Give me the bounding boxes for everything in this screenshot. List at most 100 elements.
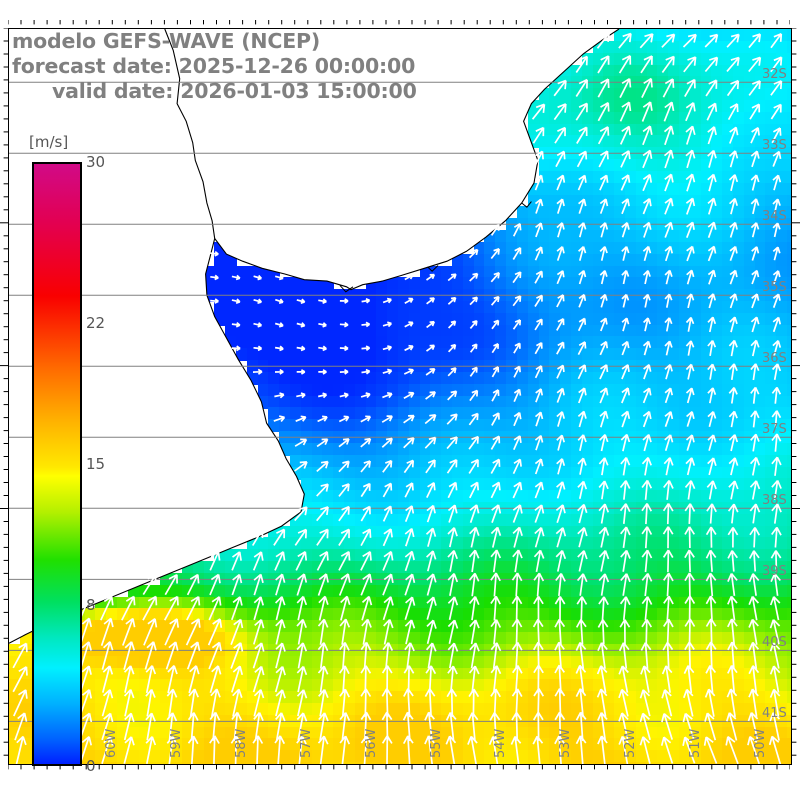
wind-arrow: [750, 198, 760, 215]
wind-arrow: [727, 550, 738, 572]
wind-arrow: [639, 712, 651, 741]
wind-arrow: [490, 642, 502, 669]
wind-arrow: [534, 318, 543, 331]
wind-arrow: [750, 222, 760, 238]
raster-cell: [646, 230, 659, 243]
wind-arrow: [556, 411, 566, 427]
latitude-label: 39S: [762, 564, 787, 580]
wind-arrow: [382, 505, 393, 522]
wind-arrow: [338, 573, 351, 596]
wind-arrow: [685, 434, 695, 451]
wind-arrow: [772, 174, 782, 191]
raster-cell: [689, 277, 702, 291]
wind-arrow: [641, 619, 653, 645]
raster-cell: [646, 40, 659, 54]
raster-cell: [765, 312, 778, 326]
raster-cell: [776, 40, 789, 54]
wind-arrow: [663, 595, 674, 621]
raster-cell: [246, 324, 259, 338]
wind-arrow: [599, 269, 608, 285]
raster-cell: [646, 206, 659, 220]
wind-arrow: [642, 387, 652, 404]
wind-arrow: [296, 665, 308, 693]
raster-cell: [592, 312, 605, 326]
wind-arrow: [122, 617, 136, 646]
wind-arrow: [338, 550, 351, 571]
raster-cell: [430, 300, 443, 314]
raster-cell: [484, 312, 497, 326]
wind-arrow: [404, 344, 414, 352]
wind-arrow: [317, 573, 329, 596]
wind-arrow: [79, 641, 92, 670]
raster-cell: [711, 111, 724, 125]
wind-arrow: [772, 293, 781, 308]
wind-arrow: [469, 526, 480, 548]
wind-arrow: [599, 246, 608, 261]
raster-cell: [668, 135, 681, 149]
raster-cell: [678, 241, 691, 255]
raster-cell: [549, 265, 562, 279]
wind-arrow: [294, 438, 308, 447]
wind-arrow: [662, 641, 674, 670]
wind-arrow: [642, 433, 652, 452]
raster-cell: [614, 241, 627, 255]
wind-arrow: [664, 269, 673, 285]
raster-cell: [787, 99, 791, 113]
wind-arrow: [661, 712, 674, 740]
wind-arrow: [512, 295, 522, 307]
wind-arrow: [618, 32, 632, 49]
raster-cell: [624, 135, 637, 149]
raster-cell: [538, 277, 551, 291]
raster-cell: [668, 300, 681, 314]
raster-cell: [592, 253, 605, 267]
raster-cell: [754, 99, 767, 113]
wind-arrow: [704, 56, 719, 73]
wind-arrow: [382, 368, 393, 375]
wind-arrow: [490, 481, 501, 499]
wind-arrow: [729, 221, 738, 238]
raster-cell: [452, 300, 464, 314]
colorbar[interactable]: [32, 162, 82, 766]
wind-arrow: [209, 735, 220, 764]
wind-arrow: [490, 271, 500, 283]
raster-cell: [354, 300, 367, 314]
raster-cell: [711, 40, 724, 54]
wind-arrow: [382, 345, 393, 351]
raster-cell: [711, 182, 724, 196]
wind-arrow: [360, 528, 372, 547]
axis-ruler-left: [0, 28, 8, 763]
wind-arrow: [664, 387, 674, 404]
wind-arrow: [576, 150, 588, 168]
wind-arrow: [729, 126, 739, 144]
wind-arrow: [274, 735, 286, 764]
raster-cell: [289, 300, 302, 314]
wind-arrow: [598, 150, 609, 168]
raster-cell: [289, 324, 302, 338]
wind-arrow: [274, 392, 285, 399]
wind-arrow: [469, 481, 480, 499]
raster-cell: [581, 64, 594, 78]
wind-arrow: [230, 596, 243, 621]
wind-arrow: [684, 549, 695, 573]
wind-arrow: [703, 736, 718, 764]
wind-arrow: [575, 102, 588, 121]
wind-arrow: [447, 596, 459, 620]
wind-arrow: [683, 688, 694, 717]
colorbar-tick-label: 8: [86, 595, 96, 614]
wind-arrow: [491, 366, 500, 378]
wind-arrow: [425, 527, 437, 547]
raster-cell: [624, 277, 637, 291]
wind-arrow: [685, 340, 695, 356]
wind-arrow: [210, 250, 219, 257]
raster-cell: [646, 159, 659, 173]
wind-arrow: [294, 461, 308, 472]
wind-arrow: [513, 342, 521, 354]
raster-cell: [495, 253, 508, 267]
raster-cell: [733, 159, 745, 173]
wind-arrow: [729, 245, 738, 261]
raster-cell: [776, 29, 789, 42]
wind-arrow: [705, 549, 717, 572]
map-plot-area[interactable]: [8, 28, 792, 765]
wind-arrow: [426, 297, 435, 305]
wind-arrow: [749, 456, 761, 476]
